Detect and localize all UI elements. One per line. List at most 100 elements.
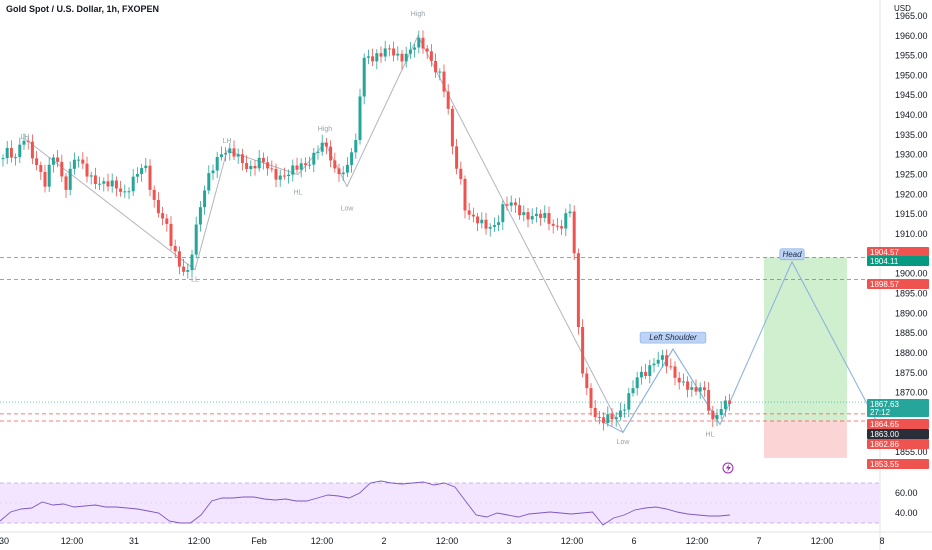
- rsi-line: [0, 480, 731, 526]
- candle-down: [64, 176, 68, 190]
- x-tick-label: 2: [381, 536, 386, 546]
- y-tick-label: 1900.00: [895, 269, 928, 279]
- candle-down: [379, 53, 383, 57]
- y-tick-label: 1950.00: [895, 70, 928, 80]
- candle-down: [686, 381, 690, 390]
- candle-down: [526, 212, 530, 220]
- candle-down: [673, 366, 677, 378]
- pattern-label: Left Shoulder: [649, 333, 697, 342]
- candle-up: [68, 168, 72, 190]
- candle-down: [43, 171, 47, 187]
- candle-down: [446, 91, 450, 109]
- candle-up: [203, 190, 207, 208]
- candle-down: [434, 60, 438, 73]
- price-tag: [867, 439, 929, 449]
- candle-up: [89, 175, 93, 177]
- price-axis[interactable]: 1855.001860.001865.001870.001875.001880.…: [895, 11, 928, 457]
- zigzag-line: [24, 34, 721, 434]
- candle-up: [631, 388, 635, 394]
- candle-up: [51, 157, 55, 165]
- candle-up: [215, 157, 219, 171]
- candle-up: [22, 140, 26, 145]
- candle-down: [572, 211, 576, 254]
- y-tick-label: 1960.00: [895, 31, 928, 41]
- candle-down: [669, 366, 673, 368]
- candle-up: [366, 56, 370, 58]
- x-tick-label: Feb: [251, 536, 267, 546]
- candle-down: [459, 168, 463, 179]
- candle-up: [257, 157, 261, 169]
- x-tick-label: 31: [129, 536, 139, 546]
- y-tick-label: 1920.00: [895, 189, 928, 199]
- candle-down: [576, 253, 580, 328]
- y-tick-label: 1890.00: [895, 308, 928, 318]
- y-tick-label: 1935.00: [895, 130, 928, 140]
- candle-up: [534, 213, 538, 217]
- stop-zone: [764, 420, 847, 458]
- candle-down: [35, 158, 39, 166]
- candle-down: [711, 410, 715, 420]
- candle-down: [518, 205, 522, 216]
- wave-label: Low: [617, 439, 631, 446]
- candle-down: [513, 202, 517, 206]
- candle-up: [287, 174, 291, 176]
- x-tick-label: 8: [879, 536, 884, 546]
- candle-down: [665, 355, 669, 367]
- candle-down: [505, 204, 509, 206]
- x-tick-label: 12:00: [311, 536, 334, 546]
- y-tick-label: 1915.00: [895, 209, 928, 219]
- candle-down: [707, 390, 711, 411]
- candle-down: [156, 199, 160, 214]
- candle-up: [219, 154, 223, 158]
- candle-down: [303, 163, 307, 166]
- wave-lines: [24, 34, 879, 434]
- price-tag-value: 1898.57: [870, 280, 899, 289]
- candle-up: [14, 157, 18, 159]
- candle-up: [312, 152, 316, 165]
- candlesticks: [1, 30, 732, 431]
- x-tick-label: 30: [0, 536, 9, 546]
- candle-down: [9, 147, 13, 158]
- price-tag: [867, 399, 929, 417]
- candle-up: [492, 225, 496, 227]
- x-tick-label: 7: [756, 536, 761, 546]
- alert-marker[interactable]: [722, 462, 734, 474]
- time-axis[interactable]: 30 12:00 31 12:00 Feb 12:00 2 12:00 3 12:00 6 12:00…: [0, 536, 885, 546]
- y-tick-label: 1855.00: [895, 447, 928, 457]
- candle-up: [660, 355, 664, 360]
- candle-down: [455, 146, 459, 169]
- candle-up: [404, 53, 408, 62]
- price-tag: [867, 247, 929, 257]
- candle-up: [362, 57, 366, 97]
- pattern-projection-line: [599, 260, 879, 434]
- candle-up: [316, 151, 320, 153]
- candle-up: [639, 371, 643, 378]
- candle-down: [602, 417, 606, 423]
- candle-up: [543, 213, 547, 218]
- y-tick-label: 1930.00: [895, 150, 928, 160]
- candle-down: [677, 377, 681, 383]
- candle-down: [324, 142, 328, 147]
- candle-up: [690, 387, 694, 390]
- wave-labels: LH LL LH High HL Low High Low HL Left Shoulder Hea…: [21, 11, 805, 446]
- x-tick-label: 3: [506, 536, 511, 546]
- candle-up: [236, 154, 240, 157]
- price-tag-value: 1904.11: [870, 257, 899, 266]
- candle-down: [585, 373, 589, 389]
- candle-up: [350, 152, 354, 165]
- candle-up: [564, 213, 568, 229]
- x-tick-label: 12:00: [561, 536, 584, 546]
- candle-down: [333, 160, 337, 169]
- wave-label: High: [411, 11, 426, 18]
- candle-down: [266, 162, 270, 169]
- wave-label: High: [318, 126, 333, 133]
- candle-down: [119, 188, 123, 192]
- candle-up: [618, 410, 622, 418]
- candle-up: [354, 140, 358, 153]
- candle-down: [555, 225, 559, 227]
- candle-up: [522, 212, 526, 216]
- wave-label: LH: [223, 138, 232, 145]
- wave-label: LL: [191, 277, 199, 284]
- candle-up: [144, 165, 148, 169]
